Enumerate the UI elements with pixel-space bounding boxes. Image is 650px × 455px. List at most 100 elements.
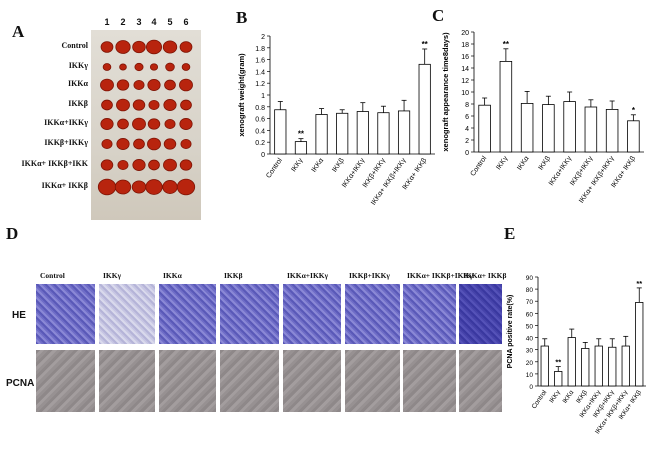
bar: [540, 345, 549, 387]
category-label: IKKβ: [537, 155, 552, 172]
pcna-stain-image: [345, 350, 400, 412]
pcna-stain-image: [283, 350, 341, 412]
tumor-row-label: Control: [61, 41, 88, 50]
y-tick-label: 0: [529, 384, 533, 391]
bar: [621, 345, 630, 387]
y-tick-label: 10: [526, 372, 534, 379]
y-tick-label: 1.2: [255, 81, 265, 88]
category-label: IKKγ: [548, 389, 562, 405]
xenograft-appearance-time-chart: 0 2 4 6 8 10 12 14 16 18 20 xenograft appearance ti…: [441, 30, 644, 205]
bar: [584, 106, 598, 153]
panel-label-e: E: [504, 224, 516, 243]
y-tick-label: 0.8: [255, 105, 265, 112]
tumor: [179, 41, 193, 53]
tumor: [179, 78, 193, 92]
category-label: IKKα: [561, 389, 575, 405]
bar: [356, 111, 369, 155]
tumor: [115, 40, 131, 54]
y-tick-label: 16: [461, 54, 469, 61]
tumor: [101, 99, 113, 111]
tumor: [117, 160, 129, 170]
y-tick-label: 14: [461, 66, 469, 73]
tumor: [133, 80, 145, 90]
bar: [567, 337, 576, 387]
y-tick-label: 8: [465, 102, 469, 109]
column-number: 5: [167, 17, 173, 27]
y-axis-label: xenograft weight(gram): [237, 53, 246, 137]
panel-label-a: A: [12, 22, 25, 41]
tumor: [149, 63, 159, 71]
bar: [274, 109, 287, 155]
tumor: [134, 62, 144, 72]
panel-label-c: C: [432, 6, 445, 25]
tumor: [116, 79, 130, 91]
tumor: [179, 159, 193, 171]
he-stain-image: [345, 284, 400, 344]
y-tick-label: 20: [526, 360, 534, 367]
column-number: 6: [183, 17, 189, 27]
tumor-row-label: IKKγ: [68, 61, 88, 70]
pcna-stain-image: [159, 350, 216, 412]
pcna-stain-image: [403, 350, 456, 412]
tumor-array: [97, 39, 196, 196]
bar: [478, 104, 491, 153]
histology-column-title: Control: [40, 271, 65, 280]
significance-marker: **: [503, 40, 510, 49]
category-label: IKKβ: [331, 157, 346, 174]
he-stain-image: [283, 284, 341, 344]
y-tick-label: 1.6: [255, 58, 265, 65]
y-tick-label: 0: [465, 150, 469, 157]
histology-column-title: IKKα: [163, 271, 182, 280]
tumor: [100, 41, 114, 53]
y-tick-label: 70: [526, 299, 534, 306]
tumor-row-label: IKKα+ IKKβ: [41, 181, 88, 190]
tumor-row-label: IKKα+IKKγ: [44, 118, 88, 127]
significance-marker: **: [555, 358, 561, 367]
bar: [377, 112, 390, 155]
tumor: [164, 119, 176, 129]
tumor: [132, 40, 146, 54]
y-tick-label: 80: [526, 287, 534, 294]
tumor: [117, 118, 129, 130]
y-tick-label: 12: [461, 78, 469, 85]
significance-marker: **: [636, 279, 642, 288]
y-tick-label: 6: [465, 114, 469, 121]
category-label: Control: [470, 155, 489, 178]
y-tick-label: 50: [526, 323, 534, 330]
bar: [605, 109, 619, 153]
tumor-row-label: IKKβ+IKKγ: [44, 138, 88, 147]
y-tick-label: 18: [461, 42, 469, 49]
tumor: [147, 137, 161, 151]
column-number: 4: [151, 17, 157, 27]
y-tick-label: 40: [526, 336, 534, 343]
tumor: [119, 63, 127, 71]
tumor: [101, 139, 113, 149]
histology-column-title: IKKβ: [224, 271, 243, 280]
y-tick-label: 60: [526, 311, 534, 318]
tumor-row-label: IKKβ: [68, 99, 88, 108]
bar: [594, 345, 603, 387]
y-tick-label: 90: [526, 275, 534, 282]
histology-column-title: IKKβ+IKKγ: [349, 271, 390, 280]
significance-marker: *: [632, 106, 636, 115]
tumor: [148, 159, 160, 171]
category-label: IKKα: [516, 155, 531, 172]
tumor: [132, 99, 146, 111]
tumor: [145, 39, 163, 55]
tumor: [132, 159, 146, 171]
tumor: [97, 178, 117, 196]
bar: [635, 302, 644, 387]
y-tick-label: 0.4: [255, 128, 265, 135]
column-number: 3: [136, 17, 142, 27]
tumor: [100, 159, 114, 171]
panel-label-d: D: [6, 224, 19, 243]
pcna-stain-image: [220, 350, 279, 412]
y-tick-label: 4: [465, 126, 469, 133]
category-label: IKKα: [311, 157, 326, 174]
tumor: [180, 139, 192, 149]
he-stain-image: [99, 284, 155, 344]
tumor: [164, 79, 176, 91]
xenograft-weight-chart: 0 0.2 0.4 0.6 0.8 1 1.2 1.4 1.6 1.8 2 xenograft wei…: [237, 34, 435, 207]
histology-column-title: IKKα+ IKKβ: [463, 271, 507, 280]
tumor: [132, 117, 146, 131]
